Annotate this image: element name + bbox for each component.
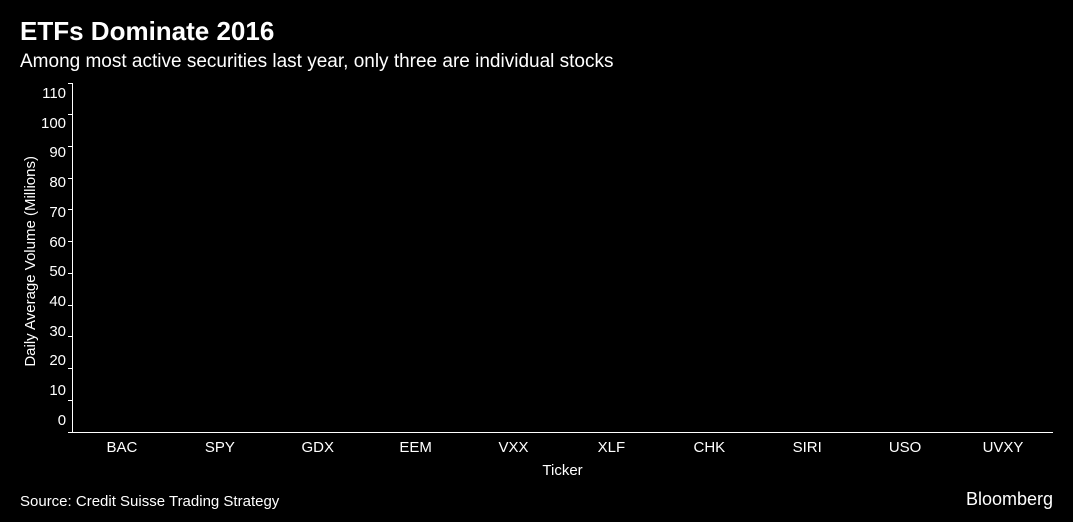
- y-tick-mark: [68, 114, 73, 115]
- chart-footer: Source: Credit Suisse Trading Strategy B…: [20, 489, 1053, 510]
- y-tick-label: 60: [49, 234, 66, 251]
- y-tick-label: 110: [42, 85, 66, 102]
- y-tick-mark: [68, 83, 73, 84]
- x-axis-label: Ticker: [72, 462, 1053, 479]
- x-tick-label: UVXY: [961, 439, 1045, 456]
- brand-label: Bloomberg: [966, 489, 1053, 510]
- y-tick-label: 20: [49, 352, 66, 369]
- y-tick-mark: [68, 178, 73, 179]
- x-tick-label: GDX: [276, 439, 360, 456]
- chart-title: ETFs Dominate 2016: [20, 16, 1053, 47]
- y-tick-mark: [68, 432, 73, 433]
- plot-region: [72, 83, 1053, 433]
- y-axis-ticks: 1101009080706050403020100: [41, 83, 72, 431]
- x-axis-ticks: BAC SPY GDX EEM VXX XLF CHK SIRI USO UVXY: [72, 433, 1053, 456]
- x-tick-label: XLF: [569, 439, 653, 456]
- y-tick-label: 90: [49, 144, 66, 161]
- y-tick-mark: [68, 209, 73, 210]
- y-tick-label: 70: [49, 204, 66, 221]
- y-tick-mark: [68, 273, 73, 274]
- chart-area: Daily Average Volume (Millions) 11010090…: [20, 83, 1053, 479]
- y-tick-mark: [68, 336, 73, 337]
- x-tick-label: SPY: [178, 439, 262, 456]
- y-tick-mark: [68, 400, 73, 401]
- plot-wrap: BAC SPY GDX EEM VXX XLF CHK SIRI USO UVXY Ticker: [72, 83, 1053, 479]
- y-tick-label: 40: [49, 293, 66, 310]
- x-tick-label: SIRI: [765, 439, 849, 456]
- y-tick-label: 0: [58, 412, 66, 429]
- y-tick-label: 30: [49, 323, 66, 340]
- y-tick-mark: [68, 305, 73, 306]
- y-tick-mark: [68, 146, 73, 147]
- x-tick-label: BAC: [80, 439, 164, 456]
- y-tick-label: 10: [49, 382, 66, 399]
- y-tick-label: 50: [49, 263, 66, 280]
- x-tick-label: CHK: [667, 439, 751, 456]
- y-axis-label: Daily Average Volume (Millions): [20, 156, 41, 367]
- y-tick-mark: [68, 241, 73, 242]
- y-tick-label: 100: [41, 115, 66, 132]
- x-tick-label: VXX: [472, 439, 556, 456]
- x-tick-label: USO: [863, 439, 947, 456]
- source-label: Source: Credit Suisse Trading Strategy: [20, 493, 279, 510]
- chart-container: ETFs Dominate 2016 Among most active sec…: [0, 0, 1073, 522]
- y-tick-mark: [68, 368, 73, 369]
- x-tick-label: EEM: [374, 439, 458, 456]
- y-tick-label: 80: [49, 174, 66, 191]
- chart-subtitle: Among most active securities last year, …: [20, 51, 1053, 73]
